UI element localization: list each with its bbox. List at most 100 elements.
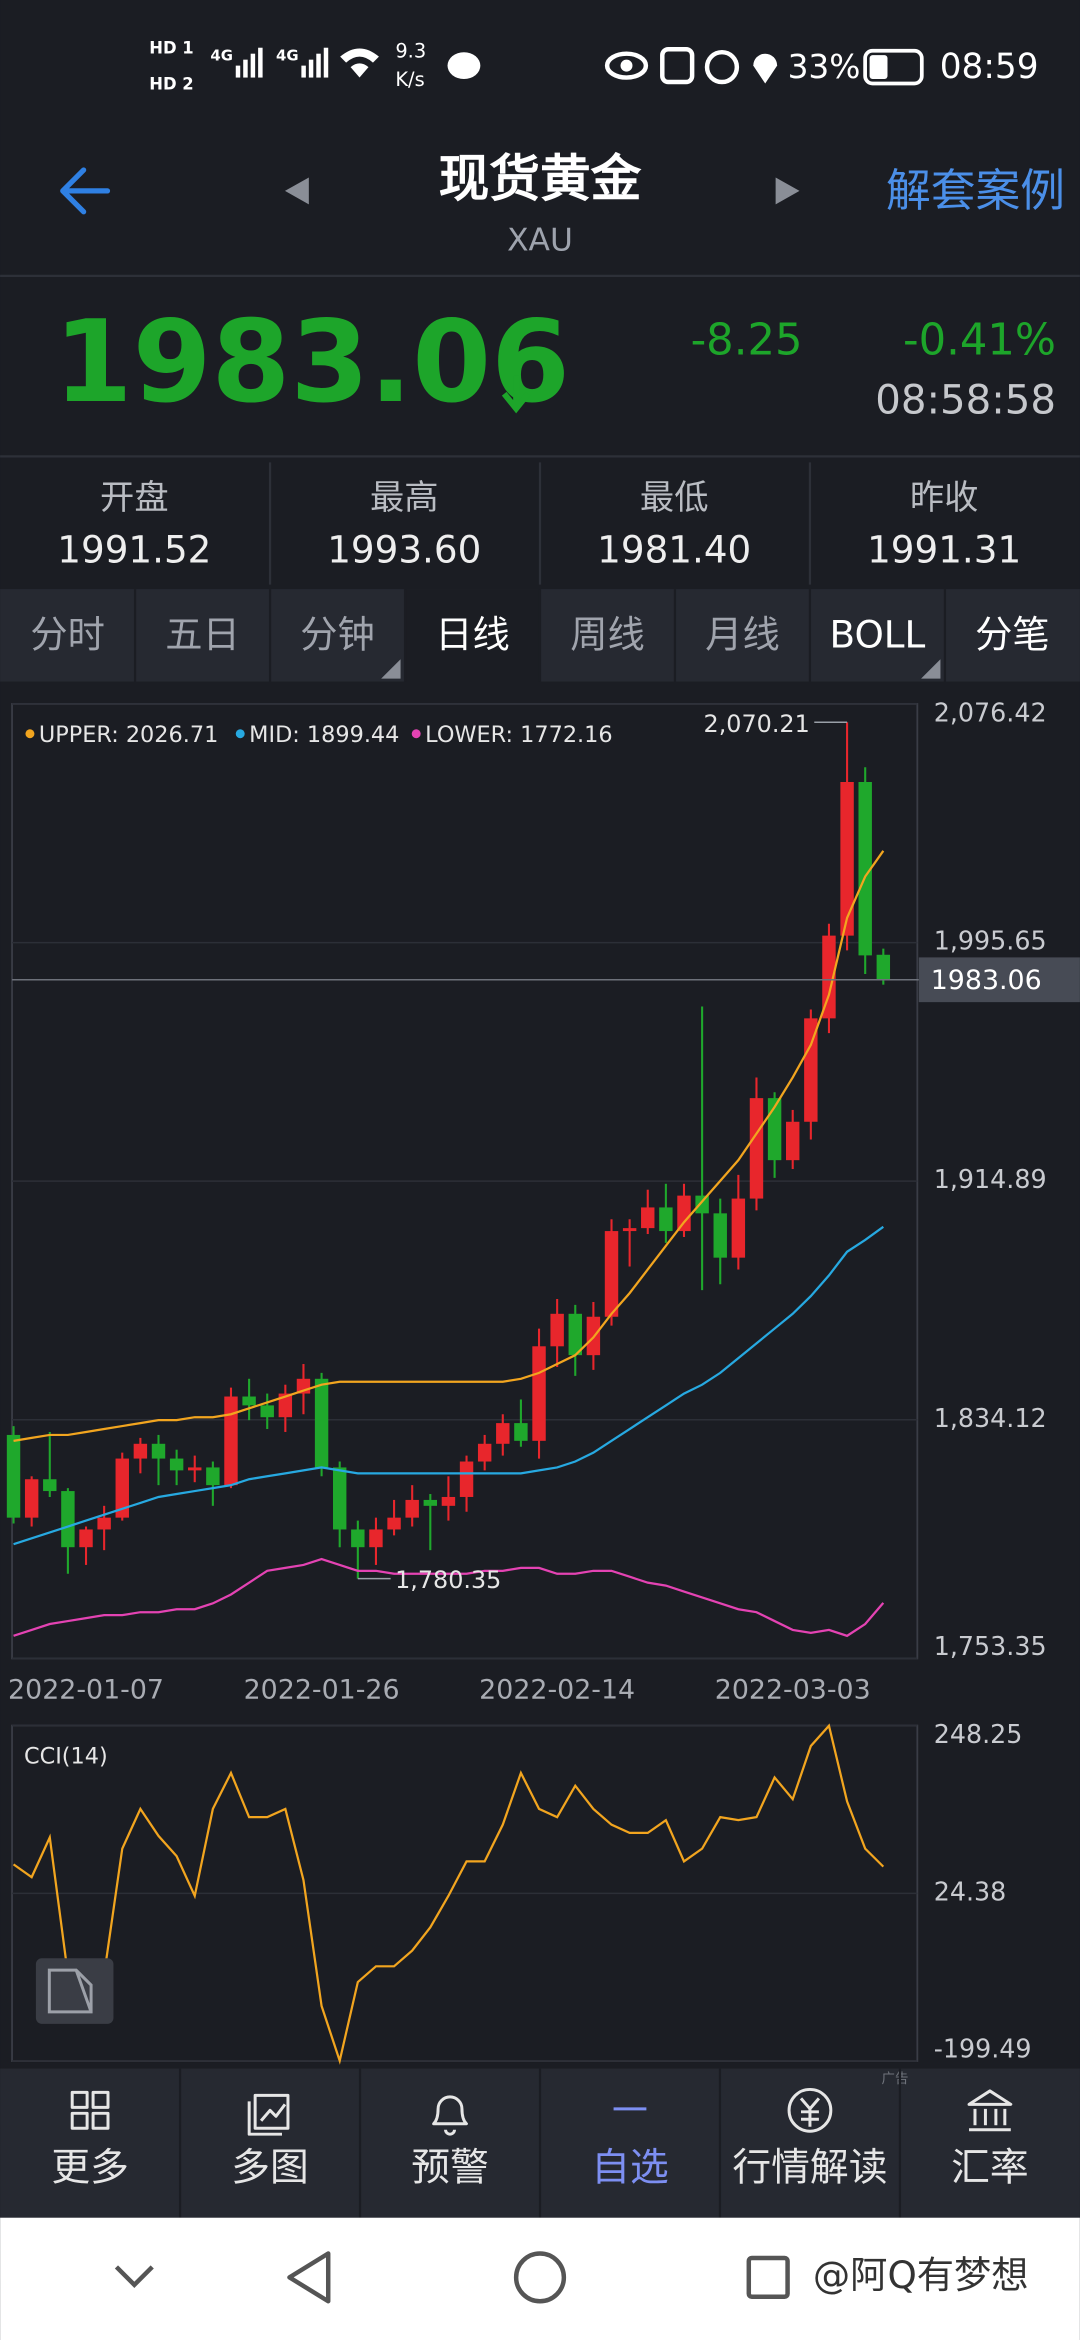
tab-menu-marker [381, 659, 401, 679]
sim-2: HD 2 [149, 75, 193, 94]
signal-icon [258, 47, 263, 78]
tab[interactable]: 五日 [165, 612, 240, 656]
candle-body [351, 1529, 365, 1548]
nav-label[interactable]: 行情解读 [732, 2145, 887, 2190]
case-link[interactable]: 解套案例 [886, 164, 1065, 217]
tabs: 分时 五日 分钟 日线 周线 月线 BOLL 分笔 [30, 589, 1050, 682]
cci-line [12, 1723, 885, 2065]
alarm-icon [704, 49, 740, 85]
nav-icon [70, 2090, 110, 2130]
stat-value: 1991.52 [57, 527, 211, 571]
candle-body [169, 1458, 184, 1471]
candle-body [840, 781, 854, 936]
candle-body [332, 1467, 347, 1530]
candle-body [242, 1396, 256, 1406]
tab[interactable]: BOLL [830, 612, 926, 656]
candle-body [749, 1098, 764, 1199]
sim-1: HD 1 [149, 39, 193, 58]
legend-entry: MID: 1899.44 [249, 722, 399, 748]
prev-button[interactable] [284, 177, 309, 205]
wifi-icon [340, 48, 379, 78]
candle-body [713, 1213, 727, 1258]
title: 现货黄金 [439, 149, 642, 208]
candle-body [115, 1458, 129, 1518]
candle-body [188, 1467, 202, 1471]
signal-icon [243, 59, 248, 78]
stat-value: 1991.31 [867, 527, 1021, 571]
home-key[interactable] [513, 2251, 567, 2304]
nav-label[interactable]: 自选 [591, 2145, 669, 2190]
candle-body [369, 1529, 383, 1548]
candle-body [568, 1313, 582, 1356]
nav-label[interactable]: 多图 [231, 2145, 309, 2190]
net-speed-unit: K/s [395, 68, 424, 91]
nav-label[interactable]: 预警 [411, 2145, 489, 2190]
candle-body [61, 1491, 75, 1548]
nav-icon [247, 2093, 290, 2136]
boll-line [13, 850, 885, 1442]
x-tick-label: 2022-02-14 [479, 1675, 635, 1706]
stat-label: 最高 [370, 478, 439, 518]
wechat-icon [447, 52, 481, 80]
candle-body [604, 1231, 619, 1317]
status-bar: HD 1 HD 2 4G 4G 9.3 K/s 33% 08:59 [149, 39, 1038, 94]
legend-entry: LOWER: 1772.16 [425, 722, 612, 748]
candle-body [695, 1195, 709, 1214]
candle-body [477, 1443, 492, 1462]
candle-body [731, 1198, 746, 1258]
candle-body [151, 1443, 166, 1459]
recents-key[interactable] [746, 2255, 790, 2299]
tab-menu-marker [921, 659, 941, 679]
candle-body [260, 1405, 274, 1418]
tab[interactable]: 周线 [570, 612, 645, 656]
tool-button[interactable] [35, 1958, 114, 2024]
y-tick-label: 248.25 [934, 1719, 1023, 1749]
candle-body [496, 1423, 510, 1444]
candle-body [804, 1018, 818, 1122]
tab[interactable]: 分时 [30, 612, 105, 656]
hide-button[interactable] [114, 2265, 154, 2288]
nav-label[interactable]: 更多 [51, 2145, 129, 2190]
change: -8.25 [691, 316, 803, 366]
signal-icon [316, 53, 321, 78]
watermark: @阿Q有梦想 [813, 2253, 1029, 2297]
nav-label[interactable]: 汇率 [951, 2145, 1029, 2190]
candle-body [822, 935, 836, 1019]
candle-body [79, 1529, 93, 1548]
candle-body [876, 954, 891, 980]
next-button[interactable] [775, 177, 800, 205]
back-key[interactable] [287, 2251, 331, 2304]
tab[interactable]: 分钟 [300, 612, 375, 656]
signal-icon [308, 59, 314, 78]
boll-line [13, 1225, 884, 1546]
candlestick-chart: 2,076.42 1,995.65 1,914.89 1,834.12 1,753.35… [6, 697, 1080, 1706]
annotation: 2,070.21 [704, 710, 810, 738]
x-tick-label: 2022-01-07 [8, 1675, 164, 1706]
back-button[interactable] [60, 167, 111, 215]
candle-body [278, 1393, 293, 1418]
candle-body [97, 1517, 111, 1530]
annotation: 1,780.35 [395, 1566, 501, 1594]
signal-icon [235, 65, 241, 78]
candle-body [641, 1207, 655, 1229]
tab[interactable]: 月线 [705, 612, 780, 656]
quote-time: 08:58:58 [875, 378, 1056, 424]
tab[interactable]: 日线 [435, 612, 510, 656]
candle-body [550, 1313, 564, 1347]
legend-marker [25, 729, 35, 739]
battery-icon [863, 48, 924, 86]
signal-icon [301, 65, 306, 78]
cci-chart: 248.25 24.38 -199.49 CCI(14) [12, 1719, 1032, 2065]
candle-body [133, 1443, 148, 1459]
candle-body [786, 1121, 800, 1161]
tab[interactable]: 分笔 [975, 612, 1050, 656]
candle-body [514, 1423, 528, 1441]
nfc-icon [660, 46, 695, 85]
y-tick-label: 1,914.89 [934, 1164, 1047, 1194]
draw-tool[interactable] [35, 1958, 114, 2024]
stat-label: 昨收 [910, 478, 979, 518]
net-speed: 9.3 [395, 40, 426, 63]
location-icon [753, 53, 778, 84]
